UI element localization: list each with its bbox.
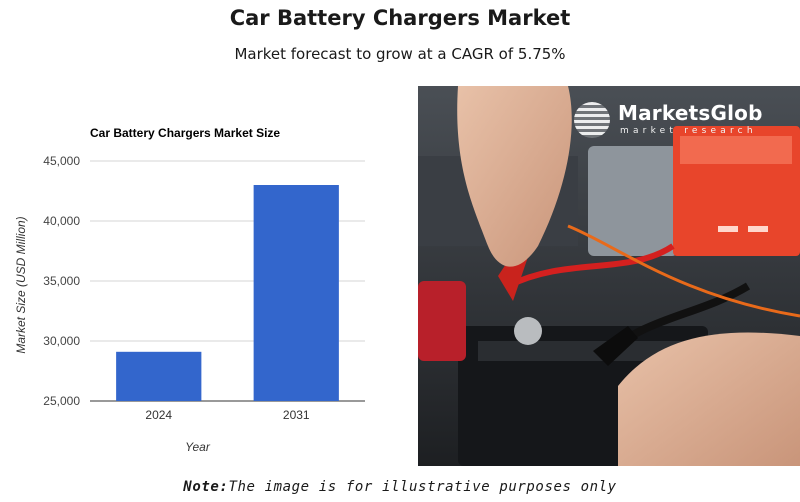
x-axis-label: Year (185, 440, 211, 454)
market-size-bar-chart: Car Battery Chargers Market Size 25,000 30… (14, 126, 365, 454)
globe-logo-icon (574, 102, 610, 138)
y-tick-label: 45,000 (43, 154, 80, 168)
y-tick-label: 40,000 (43, 214, 80, 228)
footer-note: Note:The image is for illustrative purpo… (0, 479, 800, 495)
x-tick-label: 2031 (283, 408, 310, 422)
page-subtitle: Market forecast to grow at a CAGR of 5.7… (234, 45, 566, 63)
y-tick-label: 30,000 (43, 334, 80, 348)
illustrative-photo: MarketsGlob market research (418, 86, 800, 466)
note-label: Note: (183, 479, 229, 495)
logo-tagline: market research (620, 126, 757, 136)
page-title: Car Battery Chargers Market (229, 6, 571, 30)
chart-title: Car Battery Chargers Market Size (90, 126, 280, 140)
note-text: The image is for illustrative purposes o… (228, 479, 617, 495)
y-axis-label: Market Size (USD Million) (14, 216, 28, 353)
charger-unit (673, 126, 800, 256)
logo-name: MarketsGlob (618, 101, 763, 125)
watermark-logo: MarketsGlob market research (574, 100, 794, 140)
y-tick-label: 35,000 (43, 274, 80, 288)
bar-2031 (253, 185, 339, 401)
x-tick-label: 2024 (145, 408, 172, 422)
battery-charging-illustration (418, 86, 800, 466)
bar-2024 (116, 351, 202, 401)
y-tick-label: 25,000 (43, 394, 80, 408)
